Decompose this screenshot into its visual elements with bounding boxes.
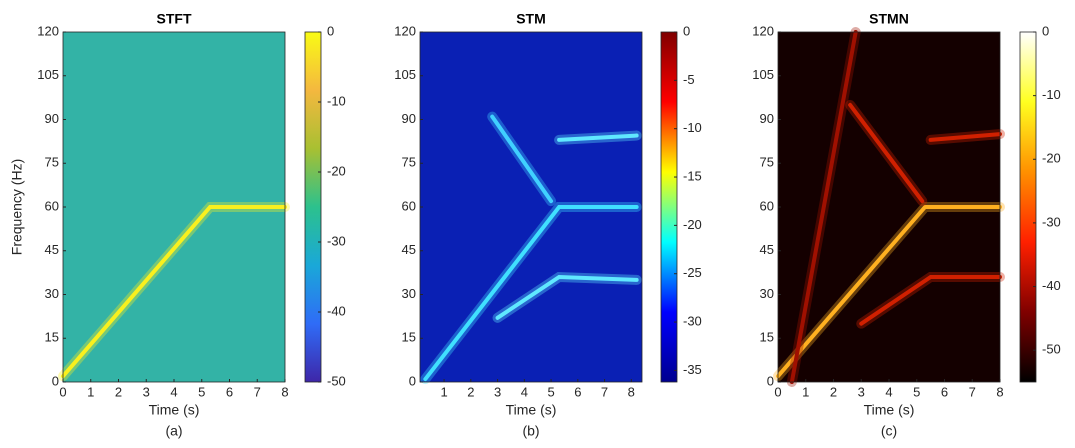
x-tick-label: 1 <box>802 384 809 399</box>
ridge-line <box>789 30 858 384</box>
y-tick-label: 45 <box>760 242 774 257</box>
y-tick-label: 60 <box>402 198 416 213</box>
y-tick-label: 0 <box>409 373 416 388</box>
colorbar-tick-label: -20 <box>683 217 702 232</box>
ridge-line <box>928 132 1002 142</box>
ridge-line <box>848 102 925 204</box>
x-tick-label: 5 <box>547 384 554 399</box>
y-tick-label: 60 <box>45 198 59 213</box>
x-tick-label: 4 <box>521 384 528 399</box>
x-tick-label: 3 <box>858 384 865 399</box>
x-tick-label: 1 <box>440 384 447 399</box>
x-tick-label: 2 <box>830 384 837 399</box>
y-tick-label: 0 <box>52 373 59 388</box>
y-tick-label: 105 <box>37 67 59 82</box>
y-tick-label: 120 <box>394 23 416 38</box>
y-tick-label: 120 <box>37 23 59 38</box>
x-tick-label: 6 <box>574 384 581 399</box>
y-tick-label: 90 <box>402 111 416 126</box>
colorbar-tick-label: -10 <box>1042 87 1061 102</box>
colorbar-tick-label: -10 <box>683 120 702 135</box>
x-tick-label: 8 <box>281 384 288 399</box>
x-axis-label: Time (s) <box>506 402 557 418</box>
colorbar-tick-label: -10 <box>327 93 346 108</box>
ridge-line <box>776 205 1002 379</box>
y-tick-label: 60 <box>760 198 774 213</box>
y-tick-label: 15 <box>402 330 416 345</box>
y-tick-label: 15 <box>760 330 774 345</box>
x-tick-label: 6 <box>226 384 233 399</box>
colorbar-tick-label: -5 <box>683 72 695 87</box>
x-tick-label: 3 <box>494 384 501 399</box>
x-tick-label: 7 <box>969 384 976 399</box>
ridge-line <box>61 205 287 379</box>
x-tick-label: 4 <box>170 384 177 399</box>
colorbar <box>1019 31 1037 383</box>
colorbar <box>660 31 678 383</box>
colorbar-tick-label: -50 <box>327 373 346 388</box>
y-tick-label: 75 <box>760 155 774 170</box>
colorbar-tick-label: -30 <box>683 313 702 328</box>
colorbar-tick-label: -25 <box>683 265 702 280</box>
ridge-line <box>495 274 639 320</box>
y-tick-label: 30 <box>402 286 416 301</box>
colorbar <box>304 31 322 383</box>
x-tick-label: 3 <box>143 384 150 399</box>
y-tick-label: 75 <box>45 155 59 170</box>
y-tick-label: 120 <box>752 23 774 38</box>
y-tick-label: 45 <box>402 242 416 257</box>
y-tick-label: 75 <box>402 155 416 170</box>
x-tick-label: 8 <box>996 384 1003 399</box>
x-tick-label: 0 <box>59 384 66 399</box>
x-tick-label: 6 <box>941 384 948 399</box>
colorbar-tick-label: -30 <box>327 233 346 248</box>
colorbar-tick-label: 0 <box>327 23 334 38</box>
y-tick-label: 90 <box>760 111 774 126</box>
y-tick-label: 15 <box>45 330 59 345</box>
colorbar-tick-label: -20 <box>1042 151 1061 166</box>
x-axis-label: Time (s) <box>149 402 200 418</box>
colorbar-tick-label: -15 <box>683 168 702 183</box>
panel-label: (c) <box>881 423 897 439</box>
colorbar-tick-label: -30 <box>1042 214 1061 229</box>
x-axis-label: Time (s) <box>864 402 915 418</box>
colorbar-tick-label: 0 <box>1042 23 1049 38</box>
x-tick-label: 8 <box>628 384 635 399</box>
y-axis-label: Frequency (Hz) <box>9 159 25 255</box>
y-tick-label: 0 <box>767 373 774 388</box>
x-tick-label: 7 <box>601 384 608 399</box>
colorbar-tick-label: -50 <box>1042 342 1061 357</box>
y-tick-label: 90 <box>45 111 59 126</box>
colorbar-tick-label: -35 <box>683 362 702 377</box>
colorbar-tick-label: -40 <box>1042 278 1061 293</box>
ridge-line <box>423 205 639 382</box>
ridge-line <box>557 133 639 142</box>
x-tick-label: 4 <box>885 384 892 399</box>
chart-title: STFT <box>157 11 192 27</box>
x-tick-label: 5 <box>913 384 920 399</box>
x-tick-label: 1 <box>87 384 94 399</box>
x-tick-label: 7 <box>254 384 261 399</box>
colorbar-tick-label: 0 <box>683 23 690 38</box>
y-tick-label: 45 <box>45 242 59 257</box>
y-tick-label: 105 <box>394 67 416 82</box>
y-tick-label: 30 <box>760 286 774 301</box>
y-tick-label: 105 <box>752 67 774 82</box>
ridge-line <box>859 275 1002 326</box>
y-tick-label: 30 <box>45 286 59 301</box>
x-tick-label: 2 <box>467 384 474 399</box>
x-tick-label: 0 <box>774 384 781 399</box>
x-tick-label: 2 <box>115 384 122 399</box>
panel-label: (b) <box>522 423 539 439</box>
colorbar-tick-label: -40 <box>327 303 346 318</box>
colorbar-tick-label: -20 <box>327 163 346 178</box>
ridge-line <box>490 114 554 204</box>
chart-title: STMN <box>869 11 909 27</box>
chart-title: STM <box>516 11 546 27</box>
panel-label: (a) <box>165 423 182 439</box>
x-tick-label: 5 <box>198 384 205 399</box>
